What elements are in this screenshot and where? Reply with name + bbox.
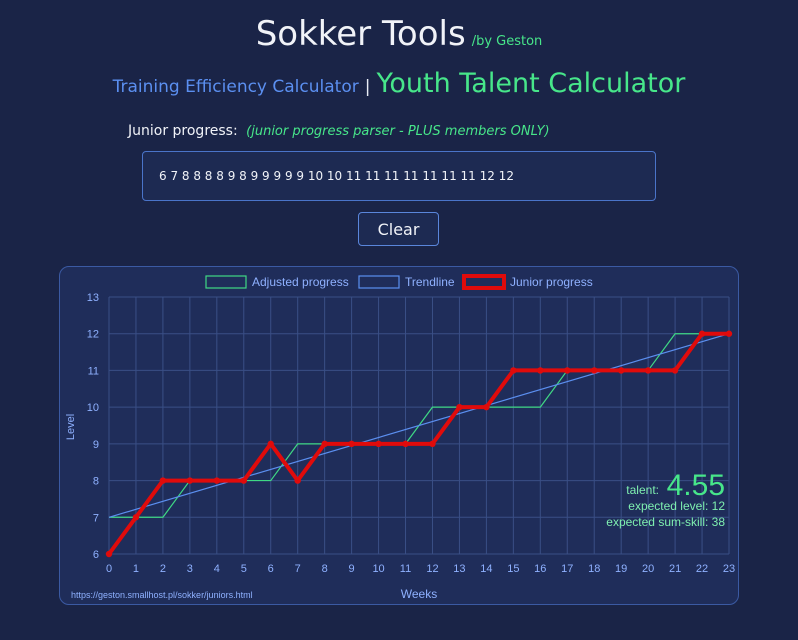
legend-label: Trendline — [405, 275, 455, 289]
x-tick-label: 8 — [322, 563, 328, 575]
junior-progress-point — [348, 440, 355, 448]
junior-progress-point — [671, 367, 679, 374]
junior-progress-point — [483, 403, 490, 411]
junior-progress-point — [456, 403, 463, 411]
legend-swatch — [358, 275, 400, 289]
junior-progress-point — [644, 367, 652, 374]
junior-progress-value: 6 7 8 8 8 8 9 8 9 9 9 9 9 10 10 11 11 11… — [159, 169, 514, 183]
expected-level: expected level: 12 — [628, 499, 725, 513]
x-tick-label: 16 — [534, 563, 546, 575]
x-tick-label: 7 — [295, 563, 301, 575]
junior-progress-point — [564, 367, 571, 374]
talent-label: talent: — [626, 483, 659, 497]
junior-progress-point — [510, 367, 517, 374]
y-tick-label: 6 — [93, 549, 99, 561]
footer-url: https://geston.smallhost.pl/sokker/junio… — [71, 590, 253, 600]
x-tick-label: 21 — [669, 563, 681, 575]
junior-progress-point — [402, 440, 409, 448]
junior-progress-point — [429, 440, 436, 448]
x-tick-label: 23 — [723, 563, 735, 575]
junior-progress-point — [105, 550, 113, 558]
junior-progress-point — [294, 477, 301, 484]
expected-sum-skill: expected sum-skill: 38 — [606, 515, 725, 529]
clear-button[interactable]: Clear — [358, 212, 439, 246]
x-tick-label: 18 — [588, 563, 600, 575]
chart-panel: 6 7 8 9 10 11 12 13 0 1 2 3 4 5 6 7 8 9 10 11 12 13 14 15 16 17 18… — [59, 266, 739, 605]
x-tick-label: 2 — [160, 563, 166, 575]
legend-swatch — [462, 274, 506, 290]
training-efficiency-link[interactable]: Training Efficiency Calculator — [112, 77, 359, 97]
junior-progress-point — [698, 330, 706, 337]
x-tick-label: 19 — [615, 563, 627, 575]
y-tick-label: 7 — [93, 512, 99, 524]
y-tick-label: 12 — [87, 329, 99, 341]
junior-progress-point — [240, 477, 247, 484]
x-tick-label: 11 — [400, 563, 411, 575]
y-tick-label: 8 — [93, 476, 99, 488]
x-tick-label: 10 — [372, 563, 384, 575]
junior-progress-point — [132, 514, 140, 521]
x-tick-label: 6 — [268, 563, 274, 575]
talent-value: 4.55 — [667, 469, 725, 502]
y-tick-label: 11 — [88, 365, 99, 377]
junior-progress-point — [213, 477, 221, 484]
y-axis-label: Level — [65, 414, 77, 440]
nav-separator: | — [364, 77, 371, 97]
page-header: Sokker Tools/by Geston — [0, 14, 798, 54]
x-tick-label: 15 — [507, 563, 519, 575]
junior-progress-point — [617, 367, 625, 374]
junior-progress-line — [107, 331, 729, 556]
x-tick-label: 14 — [480, 563, 492, 575]
y-tick-label: 10 — [87, 402, 99, 414]
x-tick-label: 12 — [426, 563, 438, 575]
junior-progress-point — [267, 440, 274, 448]
junior-progress-point — [591, 367, 598, 374]
calculator-nav: Training Efficiency Calculator | Youth Tal… — [0, 68, 798, 99]
x-tick-label: 13 — [453, 563, 465, 575]
junior-progress-input[interactable]: 6 7 8 8 8 8 9 8 9 9 9 9 9 10 10 11 11 11… — [142, 151, 656, 201]
junior-progress-label: Junior progress: (junior progress parser… — [128, 123, 550, 139]
x-tick-label: 1 — [133, 563, 139, 575]
x-tick-label: 3 — [187, 563, 193, 575]
x-tick-label: 20 — [642, 563, 654, 575]
page-title: Sokker Tools — [255, 14, 466, 54]
y-tick-label: 13 — [87, 292, 99, 304]
junior-progress-label-text: Junior progress: — [128, 123, 238, 139]
junior-progress-point — [186, 477, 194, 484]
junior-progress-point — [537, 367, 544, 374]
parser-note: (junior progress parser - PLUS members O… — [246, 124, 550, 139]
junior-progress-point — [321, 440, 328, 448]
x-tick-label: 9 — [349, 563, 355, 575]
x-tick-label: 5 — [241, 563, 247, 575]
trendline — [108, 333, 730, 518]
legend-label: Junior progress — [510, 275, 593, 289]
legend-swatch — [205, 275, 247, 289]
chart-lines — [105, 330, 733, 558]
chart-grid — [108, 296, 730, 555]
legend-label: Adjusted progress — [252, 275, 349, 289]
x-tick-label: 22 — [696, 563, 708, 575]
chart-legend: Adjusted progress Trendline Junior progres… — [205, 274, 593, 290]
junior-progress-point — [159, 477, 167, 484]
junior-progress-point — [725, 330, 733, 337]
y-tick-label: 9 — [93, 439, 99, 451]
x-tick-label: 17 — [561, 563, 573, 575]
x-tick-label: 4 — [214, 563, 220, 575]
x-tick-label: 0 — [106, 563, 112, 575]
author-byline: /by Geston — [471, 34, 543, 49]
junior-progress-point — [375, 440, 382, 448]
youth-talent-link[interactable]: Youth Talent Calculator — [376, 68, 686, 99]
x-axis-label: Weeks — [401, 587, 437, 601]
